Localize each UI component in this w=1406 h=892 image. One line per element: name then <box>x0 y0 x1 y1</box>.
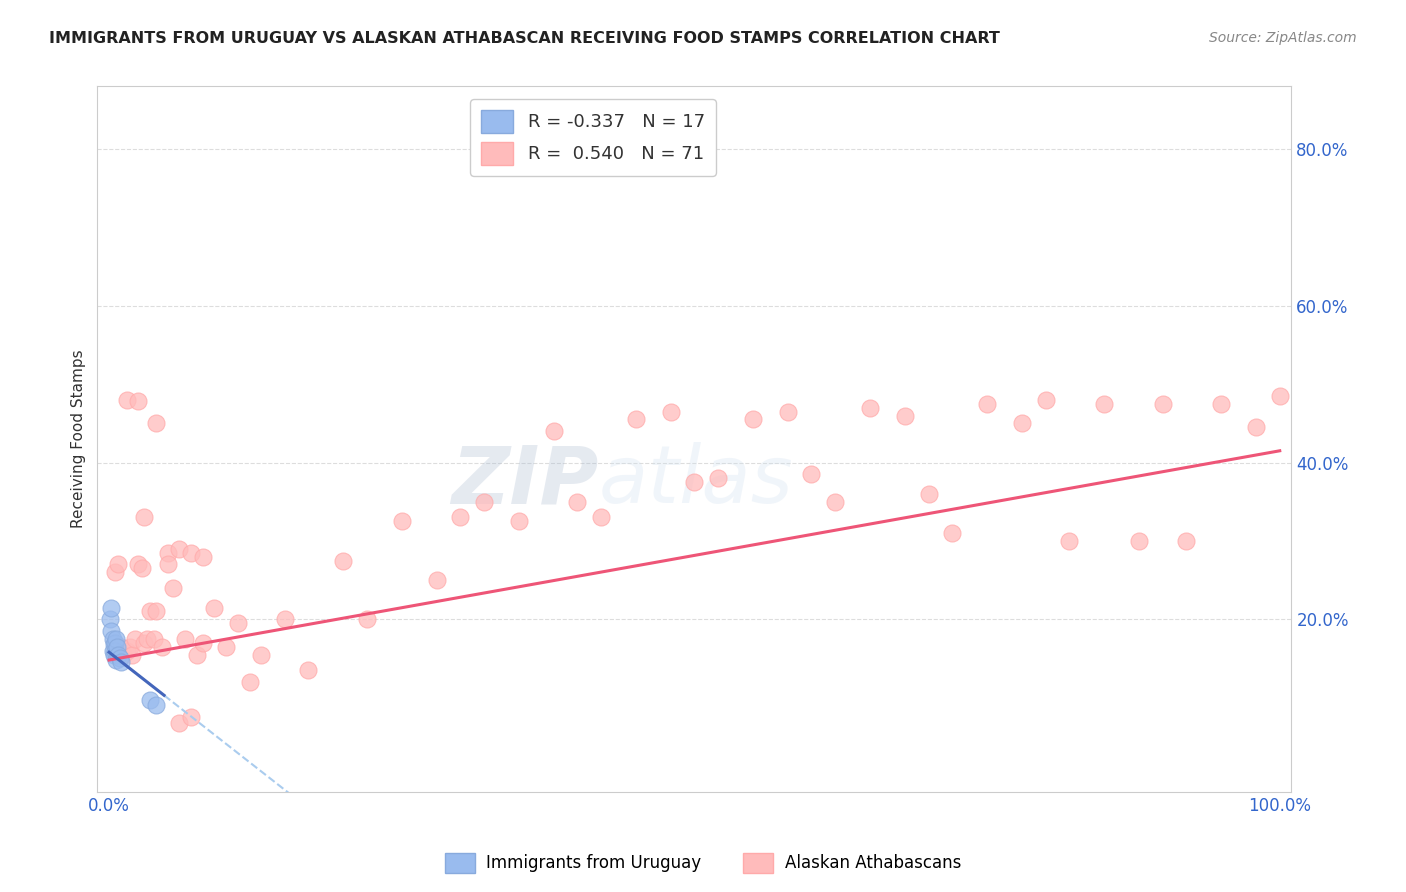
Point <box>226 616 249 631</box>
Point <box>659 404 682 418</box>
Point <box>104 643 127 657</box>
Point <box>426 573 449 587</box>
Point <box>976 397 998 411</box>
Point <box>105 653 128 667</box>
Point <box>472 494 495 508</box>
Point <box>150 640 173 654</box>
Point <box>108 651 131 665</box>
Point <box>162 581 184 595</box>
Point <box>110 640 132 654</box>
Point <box>101 643 124 657</box>
Point <box>107 558 129 572</box>
Point <box>1035 392 1057 407</box>
Text: ZIP: ZIP <box>451 442 599 520</box>
Point <box>139 604 162 618</box>
Point <box>100 624 122 638</box>
Point <box>115 392 138 407</box>
Point <box>776 404 799 418</box>
Point <box>156 558 179 572</box>
Point <box>134 510 156 524</box>
Point <box>101 632 124 646</box>
Point <box>1211 397 1233 411</box>
Point <box>105 632 128 646</box>
Point <box>1092 397 1115 411</box>
Point <box>180 546 202 560</box>
Text: Source: ZipAtlas.com: Source: ZipAtlas.com <box>1209 31 1357 45</box>
Point <box>100 600 122 615</box>
Point <box>131 561 153 575</box>
Text: atlas: atlas <box>599 442 793 520</box>
Point <box>169 541 191 556</box>
Point <box>145 417 167 431</box>
Point <box>103 637 125 651</box>
Point <box>1152 397 1174 411</box>
Legend: Immigrants from Uruguay, Alaskan Athabascans: Immigrants from Uruguay, Alaskan Athabas… <box>439 847 967 880</box>
Point <box>145 698 167 713</box>
Point <box>215 640 238 654</box>
Point <box>917 487 939 501</box>
Point <box>589 510 612 524</box>
Point <box>941 526 963 541</box>
Point <box>859 401 882 415</box>
Point <box>110 656 132 670</box>
Point <box>121 648 143 662</box>
Text: IMMIGRANTS FROM URUGUAY VS ALASKAN ATHABASCAN RECEIVING FOOD STAMPS CORRELATION : IMMIGRANTS FROM URUGUAY VS ALASKAN ATHAB… <box>49 31 1000 46</box>
Point <box>1268 389 1291 403</box>
Point <box>107 648 129 662</box>
Point <box>332 553 354 567</box>
Point <box>824 494 846 508</box>
Point <box>174 632 197 646</box>
Point <box>180 710 202 724</box>
Point <box>104 636 127 650</box>
Point <box>624 412 647 426</box>
Point <box>1246 420 1268 434</box>
Point <box>156 546 179 560</box>
Point <box>508 514 530 528</box>
Point <box>127 394 149 409</box>
Point <box>142 632 165 646</box>
Point <box>191 636 214 650</box>
Point <box>800 467 823 482</box>
Point <box>139 693 162 707</box>
Point <box>742 412 765 426</box>
Point <box>707 471 730 485</box>
Point <box>449 510 471 524</box>
Point <box>1128 533 1150 548</box>
Point <box>356 612 378 626</box>
Point <box>104 566 127 580</box>
Point <box>894 409 917 423</box>
Point <box>127 558 149 572</box>
Point <box>105 640 128 654</box>
Point <box>238 675 260 690</box>
Point <box>1175 533 1198 548</box>
Point <box>135 632 157 646</box>
Point <box>567 494 589 508</box>
Point <box>297 663 319 677</box>
Point <box>124 632 146 646</box>
Point <box>120 640 142 654</box>
Point <box>250 648 273 662</box>
Point <box>1011 417 1033 431</box>
Point <box>134 636 156 650</box>
Legend: R = -0.337   N = 17, R =  0.540   N = 71: R = -0.337 N = 17, R = 0.540 N = 71 <box>470 99 716 176</box>
Point <box>112 648 135 662</box>
Point <box>169 715 191 730</box>
Point <box>391 514 413 528</box>
Point <box>273 612 295 626</box>
Point <box>1057 533 1080 548</box>
Point <box>103 648 125 662</box>
Point <box>115 643 138 657</box>
Y-axis label: Receiving Food Stamps: Receiving Food Stamps <box>72 350 86 528</box>
Point <box>204 600 226 615</box>
Point <box>683 475 706 490</box>
Point <box>191 549 214 564</box>
Point <box>543 424 565 438</box>
Point <box>145 604 167 618</box>
Point <box>186 648 208 662</box>
Point <box>98 612 121 626</box>
